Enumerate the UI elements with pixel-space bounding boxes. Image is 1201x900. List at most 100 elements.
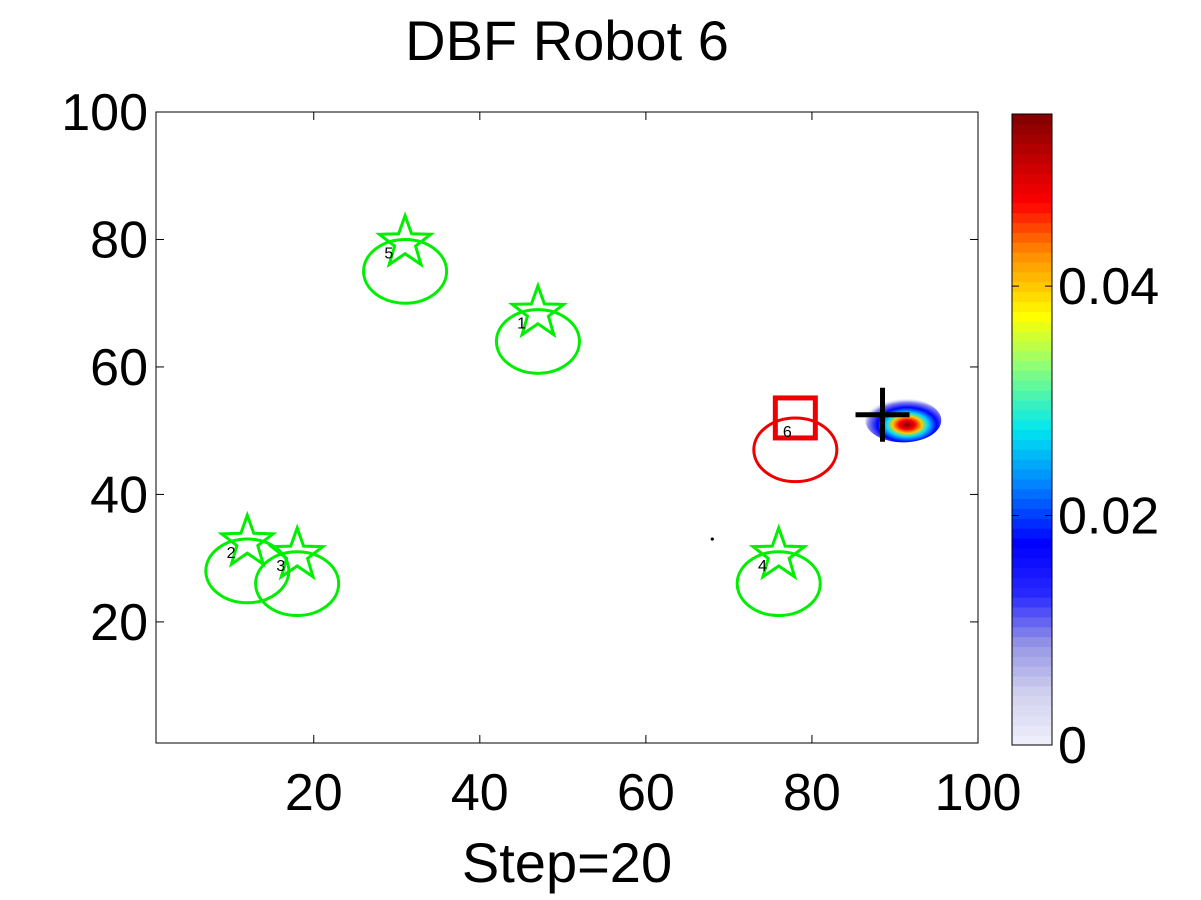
robot-3-ellipse <box>254 550 341 618</box>
colorbar-band <box>1012 114 1052 125</box>
colorbar-band <box>1012 252 1052 263</box>
colorbar-band <box>1012 212 1052 224</box>
colorbar-band <box>1012 695 1052 707</box>
colorbar-band <box>1012 528 1052 539</box>
colorbar-band <box>1012 261 1052 273</box>
colorbar-band <box>1012 606 1052 618</box>
robot-4-label: 4 <box>758 558 767 575</box>
robot-6-square <box>772 395 818 441</box>
colorbar-band <box>1012 330 1052 342</box>
plot-area <box>155 111 979 744</box>
colorbar-band <box>1012 478 1052 490</box>
colorbar-band <box>1012 390 1052 401</box>
colorbar-band <box>1012 429 1052 440</box>
colorbar-band <box>1012 183 1052 194</box>
x-tick-label: 40 <box>451 764 509 822</box>
y-tick-label: 40 <box>90 466 148 524</box>
colorbar-band <box>1012 321 1052 332</box>
robot-1-star <box>508 281 568 339</box>
colorbar-frame <box>1011 113 1053 746</box>
colorbar-band <box>1012 725 1052 736</box>
colorbar-band <box>1012 656 1052 667</box>
x-axis-label: Step=20 <box>462 831 672 894</box>
colorbar-band <box>1012 242 1052 253</box>
colorbar-band <box>1012 587 1052 598</box>
colorbar-band <box>1012 173 1052 184</box>
x-tick-label: 60 <box>617 764 675 822</box>
y-tick-label: 80 <box>90 211 148 269</box>
colorbar-band <box>1012 281 1052 293</box>
robot-5-label: 5 <box>384 246 393 263</box>
colorbar-band <box>1012 547 1052 559</box>
colorbar-band <box>1012 232 1052 243</box>
robot-4-star <box>748 523 809 581</box>
colorbar-band <box>1012 360 1052 371</box>
colorbar-band <box>1012 557 1052 569</box>
robot-6-label: 6 <box>783 424 792 441</box>
colorbar-band <box>1012 143 1052 155</box>
colorbar-band <box>1012 399 1052 411</box>
colorbar-tick-label: 0 <box>1058 717 1087 775</box>
colorbar-band <box>1012 311 1052 322</box>
colorbar-band <box>1012 409 1052 421</box>
colorbar-band <box>1012 567 1052 578</box>
robot-2-label: 2 <box>227 545 236 562</box>
colorbar-band <box>1012 153 1052 164</box>
colorbar-band <box>1012 222 1052 233</box>
colorbar-band <box>1012 163 1052 174</box>
robot-6-ellipse <box>752 416 839 484</box>
chart-title: DBF Robot 6 <box>405 9 729 72</box>
robot-5-ellipse <box>362 237 449 305</box>
colorbar-band <box>1012 301 1052 312</box>
x-tick-label: 20 <box>285 764 343 822</box>
colorbar-band <box>1012 636 1052 648</box>
y-tick-label: 20 <box>90 594 148 652</box>
colorbar-band <box>1012 468 1052 480</box>
colorbar-band <box>1012 735 1052 746</box>
density-blob <box>865 398 942 443</box>
colorbar-band <box>1012 597 1052 608</box>
colorbar-band <box>1012 459 1052 470</box>
colorbar-band <box>1012 498 1052 509</box>
colorbar-band <box>1012 488 1052 500</box>
colorbar: 0 0.02 0.04 <box>1011 113 1159 775</box>
colorbar-band <box>1012 508 1052 519</box>
x-tick-label: 100 <box>935 764 1022 822</box>
colorbar-band <box>1012 626 1052 638</box>
robot-1-ellipse <box>494 308 581 375</box>
robot-5-star <box>375 211 436 269</box>
colorbar-band <box>1012 705 1052 717</box>
robot-2-star <box>217 510 278 568</box>
robot-3-label: 3 <box>276 558 285 575</box>
colorbar-band <box>1012 646 1052 657</box>
colorbar-band <box>1012 685 1052 697</box>
robot-1-label: 1 <box>517 316 526 333</box>
colorbar-band <box>1012 123 1052 135</box>
y-tick-label: 100 <box>61 84 148 142</box>
colorbar-band <box>1012 616 1052 628</box>
colorbar-band <box>1012 518 1052 529</box>
colorbar-band <box>1012 370 1052 381</box>
y-tick-label: 60 <box>90 339 148 397</box>
colorbar-tick-label: 0.02 <box>1058 488 1159 546</box>
colorbar-band <box>1012 449 1052 460</box>
robot-3-star <box>267 523 328 581</box>
colorbar-band <box>1012 380 1052 391</box>
colorbar-band <box>1012 271 1052 283</box>
colorbar-band <box>1012 439 1052 450</box>
colorbar-band <box>1012 715 1052 726</box>
colorbar-band <box>1012 192 1052 204</box>
robot-4-ellipse <box>735 550 822 618</box>
colorbar-band <box>1012 291 1052 302</box>
colorbar-band <box>1012 202 1052 214</box>
colorbar-band <box>1012 133 1052 145</box>
colorbar-band <box>1012 537 1052 549</box>
colorbar-band <box>1012 419 1052 431</box>
small-dot <box>710 537 714 541</box>
colorbar-tick-label: 0.04 <box>1058 258 1159 316</box>
colorbar-band <box>1012 340 1052 352</box>
colorbar-band <box>1012 666 1052 677</box>
colorbar-band <box>1012 350 1052 362</box>
colorbar-band <box>1012 577 1052 588</box>
